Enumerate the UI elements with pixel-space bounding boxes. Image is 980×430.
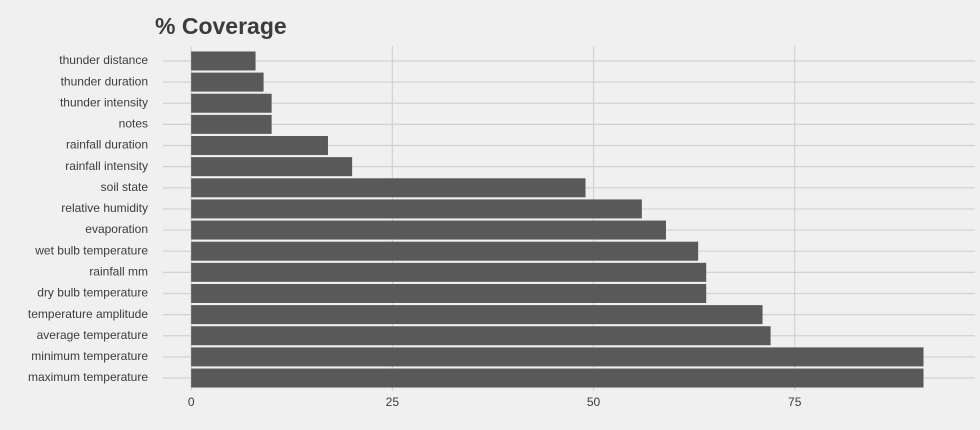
- y-tick-label: rainfall mm: [89, 265, 148, 279]
- bar: [191, 178, 586, 198]
- y-tick-label: wet bulb temperature: [34, 243, 148, 257]
- bar: [191, 72, 264, 92]
- bar: [191, 220, 666, 240]
- y-tick-label: rainfall duration: [66, 138, 148, 152]
- y-tick-label: dry bulb temperature: [37, 286, 148, 300]
- bar: [191, 114, 272, 134]
- bar: [191, 241, 699, 261]
- x-tick-label: 75: [788, 395, 802, 409]
- bar: [191, 347, 924, 367]
- y-tick-label: maximum temperature: [28, 370, 148, 384]
- chart-title: % Coverage: [155, 13, 287, 39]
- bar: [191, 136, 328, 156]
- bar: [191, 326, 771, 346]
- bar: [191, 157, 353, 177]
- bar: [191, 93, 272, 113]
- y-tick-label: relative humidity: [61, 201, 148, 215]
- bar: [191, 305, 763, 325]
- y-tick-label: average temperature: [37, 328, 149, 342]
- y-tick-label: thunder intensity: [60, 95, 148, 109]
- bar: [191, 262, 707, 282]
- bar: [191, 51, 256, 71]
- y-tick-label: evaporation: [85, 222, 148, 236]
- y-tick-label: temperature amplitude: [28, 307, 148, 321]
- x-tick-label: 25: [386, 395, 400, 409]
- y-tick-label: soil state: [101, 180, 149, 194]
- x-tick-label: 50: [587, 395, 601, 409]
- bar: [191, 199, 642, 219]
- y-tick-label: minimum temperature: [31, 349, 148, 363]
- x-tick-label: 0: [188, 395, 195, 409]
- y-tick-label: thunder duration: [61, 74, 148, 88]
- y-tick-label: thunder distance: [59, 53, 148, 67]
- bar: [191, 368, 924, 388]
- y-tick-label: notes: [119, 117, 148, 131]
- bar: [191, 283, 707, 303]
- y-tick-label: rainfall intensity: [65, 159, 148, 173]
